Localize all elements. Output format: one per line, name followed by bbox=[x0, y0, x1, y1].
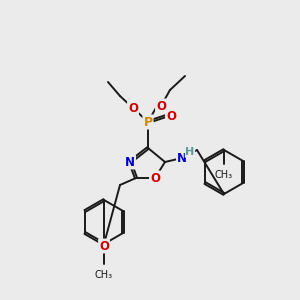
Text: P: P bbox=[143, 116, 153, 128]
Text: H: H bbox=[185, 147, 195, 157]
Text: O: O bbox=[99, 239, 109, 253]
Text: N: N bbox=[177, 152, 187, 164]
Text: CH₃: CH₃ bbox=[95, 270, 113, 280]
Text: O: O bbox=[156, 100, 166, 112]
Text: O: O bbox=[150, 172, 160, 184]
Text: O: O bbox=[128, 101, 138, 115]
Text: CH₃: CH₃ bbox=[215, 170, 233, 180]
Text: O: O bbox=[166, 110, 176, 122]
Text: N: N bbox=[125, 155, 135, 169]
